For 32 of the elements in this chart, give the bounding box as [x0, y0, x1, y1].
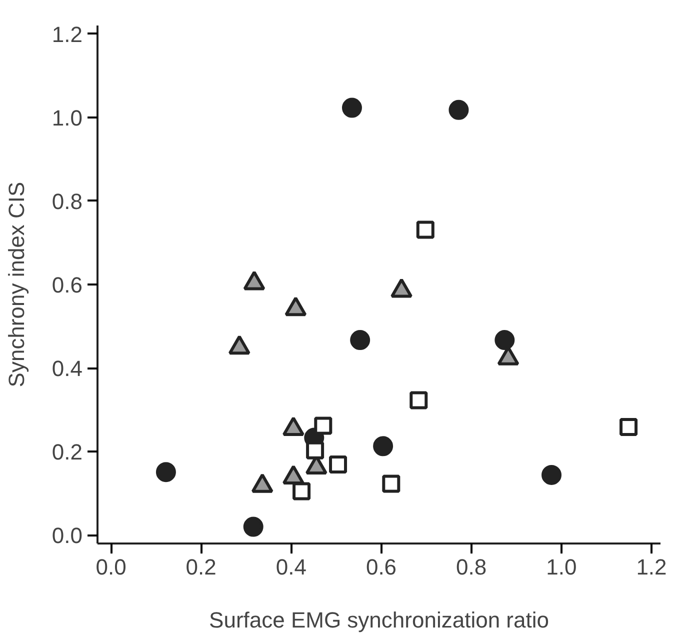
x-tick-label: 1.2 — [636, 554, 667, 580]
point — [416, 220, 434, 239]
point — [314, 416, 332, 435]
point — [542, 465, 562, 485]
y-tick-label: 0.0 — [52, 523, 83, 548]
point — [494, 330, 515, 350]
x-tick-label: 0.6 — [366, 554, 397, 580]
x-tick-label: 0.4 — [276, 554, 306, 580]
point — [342, 98, 362, 118]
point — [373, 436, 394, 456]
x-tick-label: 0.8 — [456, 554, 487, 580]
y-axis-title: Synchrony index CIS — [4, 182, 29, 388]
x-tick-label: 0.0 — [96, 554, 126, 580]
point — [156, 462, 176, 482]
y-tick-label: 0.4 — [52, 356, 83, 382]
point — [329, 456, 348, 474]
x-tick-label: 1.0 — [546, 554, 577, 580]
y-tick-label: 0.2 — [52, 440, 83, 465]
x-tick-label: 0.2 — [186, 554, 216, 580]
point — [382, 474, 400, 493]
x-axis-title: Surface EMG synchronization ratio — [209, 608, 549, 632]
point — [620, 418, 638, 436]
point — [448, 100, 469, 120]
point — [350, 330, 370, 350]
y-tick-label: 1.0 — [52, 105, 83, 130]
point — [306, 441, 324, 460]
y-tick-label: 1.2 — [52, 22, 83, 47]
point — [243, 516, 264, 537]
point — [292, 482, 311, 500]
point — [410, 391, 428, 410]
y-tick-label: 0.6 — [52, 272, 83, 298]
y-tick-label: 0.8 — [52, 188, 83, 214]
